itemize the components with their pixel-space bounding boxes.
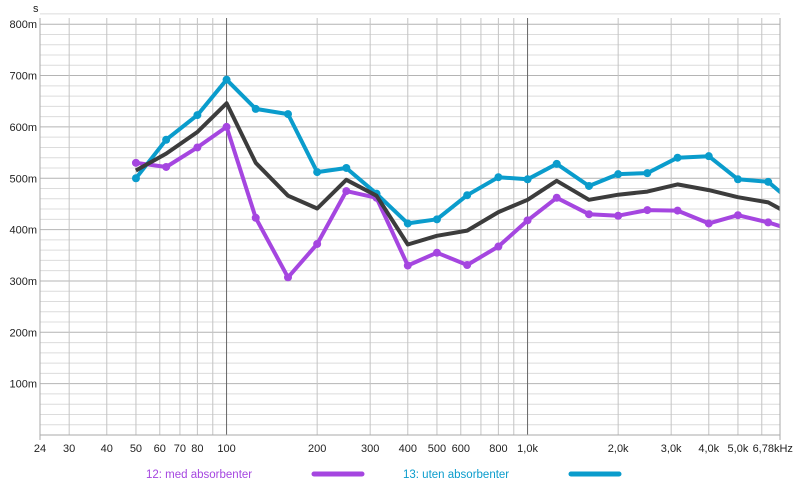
data-point-1 (584, 181, 593, 190)
data-point-1 (131, 174, 140, 183)
data-point-1 (704, 152, 713, 161)
data-point-1 (795, 205, 800, 213)
data-point-0 (494, 242, 503, 251)
x-tick-label: 4,0k (698, 443, 719, 455)
data-point-1 (614, 170, 623, 179)
data-point-1 (251, 104, 260, 113)
x-tick-label: 70 (174, 443, 186, 455)
y-tick-label: 500m (9, 173, 37, 185)
data-point-0 (795, 228, 800, 236)
data-point-0 (733, 211, 742, 220)
y-tick-label: 300m (9, 276, 37, 288)
y-tick-label: 600m (9, 122, 37, 134)
data-point-0 (552, 193, 561, 202)
x-tick-label: 400 (399, 443, 417, 455)
y-tick-label: 200m (9, 327, 37, 339)
data-point-1 (193, 111, 202, 120)
data-point-0 (403, 261, 412, 270)
data-point-1 (552, 159, 561, 168)
x-tick-label: 40 (101, 443, 113, 455)
x-tick-label: 1,0k (517, 443, 538, 455)
data-point-0 (283, 273, 292, 282)
data-point-0 (673, 206, 682, 215)
x-tick-label: 24 (34, 443, 46, 455)
data-point-0 (313, 239, 322, 248)
data-point-1 (764, 177, 773, 186)
data-point-1 (494, 173, 503, 182)
x-tick-label: 600 (452, 443, 470, 455)
legend-label-1: 13: uten absorbenter (403, 469, 509, 481)
legend-label-0: 12: med absorbenter (146, 469, 252, 481)
data-point-0 (764, 218, 773, 227)
data-point-1 (432, 215, 441, 224)
data-point-1 (523, 175, 532, 184)
x-tick-label: 2,0k (608, 443, 629, 455)
data-point-1 (673, 153, 682, 162)
y-tick-label: 800m (9, 19, 37, 31)
x-tick-label: 5,0k (728, 443, 749, 455)
series-line-2 (134, 101, 780, 247)
data-point-0 (193, 143, 202, 152)
x-tick-label: 100 (217, 443, 235, 455)
data-point-0 (463, 261, 472, 270)
grid (40, 13, 780, 435)
data-point-0 (704, 219, 713, 228)
data-point-1 (162, 135, 171, 144)
x-tick-label: 80 (191, 443, 203, 455)
legend: 12: med absorbenter 13: uten absorbenter (146, 469, 622, 481)
data-point-1 (283, 110, 292, 119)
x-tick-label: 500 (428, 443, 446, 455)
x-tick-label: 60 (154, 443, 166, 455)
series-line-0 (135, 124, 780, 280)
data-point-1 (463, 191, 472, 200)
x-tick-label: 300 (361, 443, 379, 455)
data-point-0 (222, 122, 231, 131)
data-point-0 (251, 213, 260, 222)
data-point-0 (614, 211, 623, 220)
x-tick-label: 6,78kHz (753, 443, 793, 455)
y-tick-label: 100m (9, 379, 37, 391)
data-point-0 (162, 162, 171, 171)
data-point-0 (342, 187, 351, 196)
y-tick-label: 700m (9, 71, 37, 83)
x-tick-label: 30 (63, 443, 75, 455)
x-tick-label: 800 (489, 443, 507, 455)
data-point-1 (342, 163, 351, 172)
series-layer (131, 75, 800, 282)
data-point-0 (432, 248, 441, 257)
data-point-0 (584, 210, 593, 219)
x-tick-label: 3,0k (661, 443, 682, 455)
data-point-0 (523, 216, 532, 225)
data-point-1 (643, 169, 652, 178)
data-point-1 (403, 219, 412, 228)
data-point-1 (733, 175, 742, 184)
data-point-1 (313, 168, 322, 177)
data-point-0 (643, 206, 652, 215)
y-axis-label: s (33, 3, 39, 15)
axes: 24 30 40 50 60 70 80 100 200 300 400 500 600 800 1,0k 2… (9, 18, 793, 455)
x-tick-label: 200 (308, 443, 326, 455)
y-tick-label: 400m (9, 225, 37, 237)
data-point-0 (131, 158, 140, 167)
x-tick-label: 50 (130, 443, 142, 455)
data-point-1 (222, 75, 231, 84)
